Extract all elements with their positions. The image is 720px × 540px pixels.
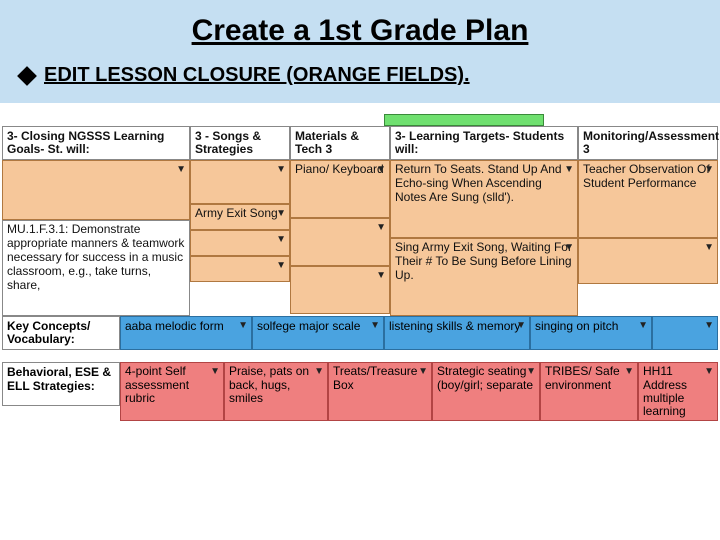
- col-a-stack: ▼ MU.1.F.3.1: Demonstrate appropriate ma…: [2, 160, 190, 316]
- vocab-cell-3[interactable]: listening skills & memory ▼: [384, 316, 530, 350]
- vocab-text-3: listening skills & memory: [389, 319, 520, 333]
- dropdown-icon[interactable]: ▼: [376, 164, 386, 176]
- dropdown-icon[interactable]: ▼: [276, 234, 286, 246]
- bullet-diamond-icon: [17, 66, 37, 86]
- materials-cell-2[interactable]: ▼: [290, 218, 390, 266]
- strat-text-1: 4-point Self assessment rubric: [125, 364, 189, 404]
- closure-grid: 3- Closing NGSSS Learning Goals- St. wil…: [2, 126, 718, 316]
- vocab-cell-4[interactable]: singing on pitch ▼: [530, 316, 652, 350]
- vocab-cell-2[interactable]: solfege major scale ▼: [252, 316, 384, 350]
- dropdown-icon[interactable]: ▼: [418, 366, 428, 377]
- col-c-stack: Piano/ Keyboard ▼ ▼ ▼: [290, 160, 390, 316]
- goals-text-2: MU.1.F.3.1: Demonstrate appropriate mann…: [7, 223, 185, 292]
- dropdown-icon[interactable]: ▼: [370, 320, 380, 331]
- subtitle-row: EDIT LESSON CLOSURE (ORANGE FIELDS).: [0, 58, 720, 91]
- strat-cell-6[interactable]: HH11 Address multiple learning ▼: [638, 362, 718, 421]
- lower-rows: Key Concepts/ Vocabulary: aaba melodic f…: [2, 316, 718, 421]
- dropdown-icon[interactable]: ▼: [526, 366, 536, 377]
- vocab-cell-5[interactable]: ▼: [652, 316, 718, 350]
- strat-text-3: Treats/Treasure Box: [333, 364, 417, 391]
- songs-cell-3[interactable]: ▼: [190, 230, 290, 256]
- vocab-row: Key Concepts/ Vocabulary: aaba melodic f…: [2, 316, 718, 350]
- dropdown-icon[interactable]: ▼: [638, 320, 648, 331]
- strat-cell-5[interactable]: TRIBES/ Safe environment ▼: [540, 362, 638, 421]
- materials-cell-3[interactable]: ▼: [290, 266, 390, 314]
- col-d-stack: Return To Seats. Stand Up And Echo-sing …: [390, 160, 578, 316]
- goals-cell-2: MU.1.F.3.1: Demonstrate appropriate mann…: [2, 220, 190, 316]
- vocab-text-1: aaba melodic form: [125, 319, 224, 333]
- strategies-row: Behavioral, ESE & ELL Strategies: 4-poin…: [2, 362, 718, 421]
- subtitle: EDIT LESSON CLOSURE (ORANGE FIELDS).: [44, 64, 470, 87]
- dropdown-icon[interactable]: ▼: [704, 366, 714, 377]
- songs-cell-2[interactable]: Army Exit Song ▼: [190, 204, 290, 230]
- spacer: [2, 350, 718, 362]
- green-highlight-bar: [384, 114, 544, 126]
- vocab-text-4: singing on pitch: [535, 319, 618, 333]
- goals-cell-1[interactable]: ▼: [2, 160, 190, 220]
- col-header-targets: 3- Learning Targets- Students will:: [390, 126, 578, 160]
- vocab-label: Key Concepts/ Vocabulary:: [2, 316, 120, 350]
- strat-text-2: Praise, pats on back, hugs, smiles: [229, 364, 309, 404]
- strat-text-6: HH11 Address multiple learning: [643, 364, 687, 418]
- dropdown-icon[interactable]: ▼: [176, 164, 186, 176]
- strat-text-5: TRIBES/ Safe environment: [545, 364, 620, 391]
- dropdown-icon[interactable]: ▼: [704, 164, 714, 176]
- dropdown-icon[interactable]: ▼: [376, 222, 386, 234]
- dropdown-icon[interactable]: ▼: [564, 164, 574, 176]
- materials-text-1: Piano/ Keyboard: [295, 163, 385, 177]
- col-header-songs: 3 - Songs & Strategies: [190, 126, 290, 160]
- col-b-stack: ▼ Army Exit Song ▼ ▼ ▼: [190, 160, 290, 316]
- grid-body: ▼ MU.1.F.3.1: Demonstrate appropriate ma…: [2, 160, 718, 316]
- page-title: Create a 1st Grade Plan: [0, 8, 720, 58]
- grid-header-row: 3- Closing NGSSS Learning Goals- St. wil…: [2, 126, 718, 160]
- monitor-text-1: Teacher Observation Of Student Performan…: [583, 163, 713, 191]
- col-e-stack: Teacher Observation Of Student Performan…: [578, 160, 718, 316]
- col-header-materials: Materials & Tech 3: [290, 126, 390, 160]
- dropdown-icon[interactable]: ▼: [238, 320, 248, 331]
- dropdown-icon[interactable]: ▼: [210, 366, 220, 377]
- slide: Create a 1st Grade Plan EDIT LESSON CLOS…: [0, 0, 720, 540]
- strat-cell-3[interactable]: Treats/Treasure Box ▼: [328, 362, 432, 421]
- col-header-goals: 3- Closing NGSSS Learning Goals- St. wil…: [2, 126, 190, 160]
- monitor-cell-2[interactable]: ▼: [578, 238, 718, 284]
- vocab-text-2: solfege major scale: [257, 319, 360, 333]
- dropdown-icon[interactable]: ▼: [704, 242, 714, 254]
- strat-text-4: Strategic seating (boy/girl; separate: [437, 364, 533, 391]
- vocab-cell-1[interactable]: aaba melodic form ▼: [120, 316, 252, 350]
- materials-cell-1[interactable]: Piano/ Keyboard ▼: [290, 160, 390, 218]
- strategies-label: Behavioral, ESE & ELL Strategies:: [2, 362, 120, 406]
- dropdown-icon[interactable]: ▼: [624, 366, 634, 377]
- dropdown-icon[interactable]: ▼: [276, 164, 286, 176]
- dropdown-icon[interactable]: ▼: [704, 320, 714, 331]
- dropdown-icon[interactable]: ▼: [314, 366, 324, 377]
- dropdown-icon[interactable]: ▼: [564, 242, 574, 254]
- strat-cell-4[interactable]: Strategic seating (boy/girl; separate ▼: [432, 362, 540, 421]
- dropdown-icon[interactable]: ▼: [276, 208, 286, 220]
- dropdown-icon[interactable]: ▼: [516, 320, 526, 331]
- targets-cell-1[interactable]: Return To Seats. Stand Up And Echo-sing …: [390, 160, 578, 238]
- monitor-cell-1[interactable]: Teacher Observation Of Student Performan…: [578, 160, 718, 238]
- targets-text-1: Return To Seats. Stand Up And Echo-sing …: [395, 163, 573, 204]
- strat-cell-1[interactable]: 4-point Self assessment rubric ▼: [120, 362, 224, 421]
- strat-cell-2[interactable]: Praise, pats on back, hugs, smiles ▼: [224, 362, 328, 421]
- songs-text-2: Army Exit Song: [195, 207, 285, 221]
- col-header-monitoring: Monitoring/Assessment 3: [578, 126, 718, 160]
- targets-text-2: Sing Army Exit Song, Waiting For Their #…: [395, 241, 573, 282]
- dropdown-icon[interactable]: ▼: [376, 270, 386, 282]
- dropdown-icon[interactable]: ▼: [276, 260, 286, 272]
- targets-cell-2[interactable]: Sing Army Exit Song, Waiting For Their #…: [390, 238, 578, 316]
- songs-cell-1[interactable]: ▼: [190, 160, 290, 204]
- songs-cell-4[interactable]: ▼: [190, 256, 290, 282]
- header-band: Create a 1st Grade Plan EDIT LESSON CLOS…: [0, 0, 720, 103]
